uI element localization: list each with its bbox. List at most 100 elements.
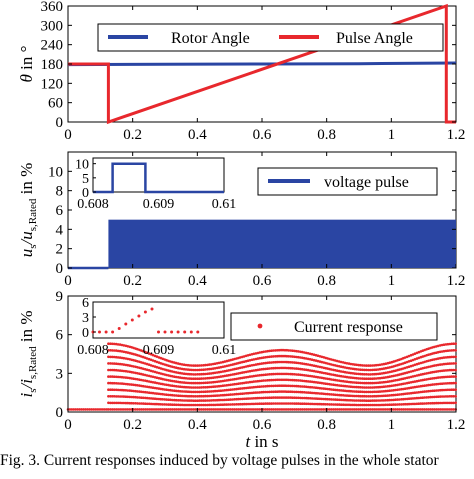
current-point: [221, 393, 225, 397]
current-point: [192, 373, 196, 376]
current-point: [277, 378, 281, 382]
inset-current-point: [150, 307, 154, 311]
current-point: [403, 387, 407, 391]
current-point: [310, 397, 314, 400]
current-point: [116, 382, 120, 385]
current-point: [297, 402, 300, 405]
x-tick-label: 1.2: [447, 127, 466, 143]
current-point: [246, 402, 250, 406]
current-point: [126, 351, 130, 354]
current-point: [171, 398, 174, 402]
current-point: [128, 395, 132, 399]
current-point: [202, 386, 205, 389]
current-point: [355, 403, 359, 407]
current-point: [167, 388, 170, 392]
current-point: [365, 408, 368, 411]
current-point: [219, 365, 223, 369]
current-point: [184, 408, 188, 411]
current-point: [431, 408, 434, 411]
current-point: [237, 392, 240, 396]
current-point: [268, 355, 271, 359]
current-point: [450, 408, 454, 411]
current-point: [223, 408, 227, 411]
current-point: [213, 367, 217, 370]
y-tick-label: 240: [41, 38, 64, 54]
current-point: [204, 381, 207, 385]
current-point: [256, 391, 260, 394]
current-point: [258, 385, 262, 389]
current-point: [436, 408, 440, 411]
current-point: [301, 350, 304, 354]
current-point: [371, 408, 374, 411]
current-point: [248, 386, 252, 389]
current-point: [330, 373, 333, 376]
current-point: [361, 381, 364, 385]
current-point: [417, 408, 421, 411]
current-point: [433, 376, 436, 380]
current-point: [180, 390, 184, 393]
current-point: [442, 382, 446, 385]
current-point: [369, 386, 372, 389]
current-point: [107, 355, 110, 359]
current-point: [289, 372, 293, 376]
current-point: [180, 408, 184, 411]
current-point: [421, 396, 425, 400]
current-point: [403, 377, 407, 380]
current-point: [107, 362, 110, 365]
current-point: [126, 370, 130, 373]
current-point: [237, 403, 240, 406]
current-point: [448, 342, 452, 346]
current-point: [382, 385, 386, 389]
current-point: [351, 385, 355, 389]
current-point: [192, 377, 196, 381]
current-point: [227, 403, 230, 406]
current-point: [332, 403, 335, 406]
current-point: [341, 398, 345, 402]
current-point: [151, 353, 155, 357]
x-tick-label: 1: [388, 273, 396, 289]
current-point: [118, 388, 122, 392]
current-point: [390, 393, 394, 397]
current-point: [155, 381, 159, 385]
current-point: [388, 384, 392, 388]
current-point: [252, 363, 256, 367]
current-point: [398, 388, 401, 391]
current-point: [417, 362, 421, 365]
current-point: [361, 364, 364, 367]
current-point: [260, 396, 264, 400]
current-point: [186, 390, 190, 394]
current-point: [244, 386, 248, 390]
current-point: [417, 379, 421, 383]
current-point: [301, 373, 304, 377]
current-point: [283, 360, 287, 364]
current-point: [161, 377, 164, 381]
current-point: [310, 352, 314, 356]
current-point: [351, 408, 355, 411]
current-point: [285, 408, 289, 411]
current-point: [293, 355, 297, 359]
current-point: [339, 389, 343, 392]
current-point: [306, 380, 310, 383]
current-point: [177, 389, 180, 393]
current-point: [388, 394, 392, 397]
current-point: [120, 369, 124, 373]
current-point: [155, 371, 159, 374]
current-point: [277, 396, 281, 399]
current-point: [241, 397, 244, 401]
current-point: [175, 385, 178, 388]
current-point: [285, 366, 289, 370]
current-point: [260, 390, 264, 394]
current-point: [219, 403, 223, 407]
current-point: [291, 402, 295, 405]
current-point: [198, 394, 201, 398]
current-point: [111, 368, 114, 372]
current-point: [440, 382, 444, 386]
current-point: [403, 392, 407, 396]
current-point: [433, 351, 436, 355]
current-point: [128, 383, 132, 386]
current-point: [407, 386, 411, 390]
current-point: [349, 399, 353, 402]
current-point: [209, 390, 213, 393]
current-point: [289, 378, 293, 382]
current-point: [209, 408, 213, 411]
